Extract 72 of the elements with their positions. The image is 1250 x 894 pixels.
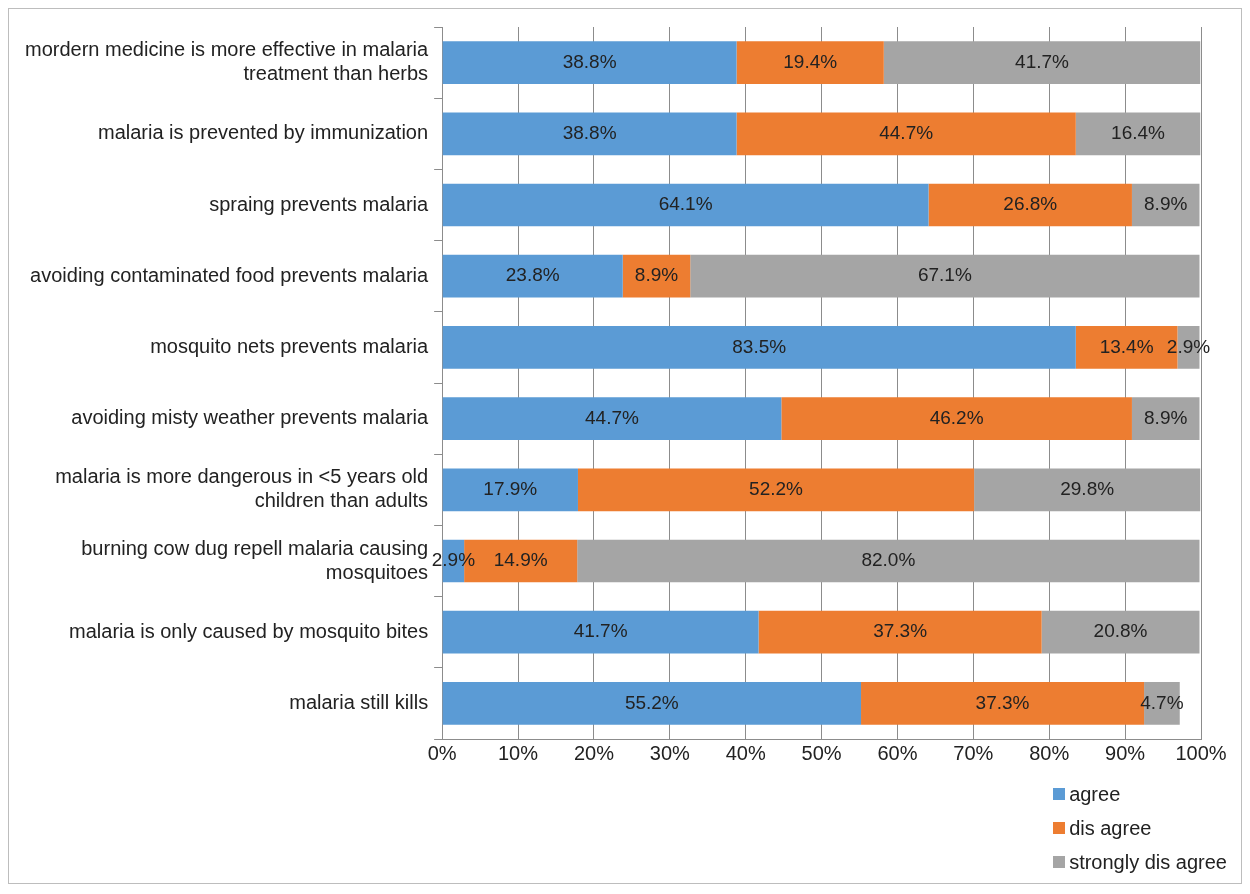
- data-label: 13.4%: [1099, 335, 1154, 357]
- data-label: 82.0%: [861, 549, 916, 571]
- data-label: 41.7%: [1015, 50, 1070, 72]
- bar: [577, 539, 1200, 583]
- legend-label: strongly dis agree: [1069, 850, 1227, 874]
- bar: [736, 112, 1076, 156]
- y-tick-label: avoiding contaminated food prevents malaria: [30, 263, 429, 286]
- x-tick-label: 70%: [953, 741, 994, 764]
- data-label: 38.8%: [562, 50, 617, 72]
- x-tick-label: 60%: [877, 741, 918, 764]
- data-label: 16.4%: [1111, 122, 1166, 144]
- x-tick-label: 100%: [1175, 741, 1227, 764]
- data-label: 23.8%: [505, 264, 560, 286]
- y-tick-label: malaria still kills: [289, 690, 429, 713]
- x-tick-label: 80%: [1029, 741, 1070, 764]
- y-tick-label: malaria is prevented by immunization: [97, 121, 429, 144]
- data-label: 52.2%: [749, 478, 804, 500]
- data-label: 46.2%: [929, 406, 984, 428]
- data-label: 44.7%: [879, 122, 934, 144]
- x-tick-label: 10%: [498, 741, 539, 764]
- bar: [928, 183, 1132, 227]
- y-tick-label: mosquito nets prevents malaria: [150, 334, 429, 357]
- data-label: 37.3%: [873, 620, 928, 642]
- x-tick-label: 90%: [1105, 741, 1146, 764]
- bar: [974, 468, 1201, 512]
- bar: [442, 41, 737, 84]
- data-label: 8.9%: [1144, 406, 1188, 428]
- data-label: 29.8%: [1060, 478, 1115, 500]
- bar: [442, 468, 578, 512]
- data-label: 8.9%: [634, 264, 679, 286]
- bar: [442, 397, 782, 440]
- bar: [442, 112, 737, 156]
- data-label: 14.9%: [493, 549, 548, 571]
- data-label: 44.7%: [585, 406, 640, 428]
- legend-label: dis agree: [1069, 816, 1152, 840]
- bar: [442, 610, 759, 654]
- data-label: 64.1%: [658, 193, 713, 215]
- x-tick-label: 20%: [573, 741, 615, 764]
- bar: [736, 41, 884, 84]
- data-label: 17.9%: [483, 478, 538, 500]
- y-tick-label: mordern medicine is more effective in malaria treatment than herbs: [25, 38, 429, 85]
- bar: [442, 254, 623, 298]
- bar: [577, 468, 975, 512]
- bar: [883, 41, 1201, 84]
- y-tick-label: burning cow dug repell malaria causing mosquitoes: [81, 536, 429, 583]
- x-tick-label: 50%: [801, 741, 842, 764]
- bar: [442, 682, 862, 725]
- data-label: 55.2%: [624, 691, 679, 713]
- bar: [781, 397, 1132, 440]
- data-label: 41.7%: [573, 620, 628, 642]
- bar: [1075, 112, 1201, 156]
- bar: [758, 610, 1042, 654]
- data-label: 26.8%: [1003, 193, 1058, 215]
- x-tick-label: 30%: [649, 741, 691, 764]
- bar: [442, 183, 929, 227]
- data-label: 37.3%: [975, 691, 1030, 713]
- data-label: 83.5%: [732, 335, 787, 357]
- y-tick-label: malaria is more dangerous in <5 years old children than adults: [55, 465, 429, 512]
- legend-label: agree: [1069, 782, 1121, 806]
- y-tick-label: spraing prevents malaria: [209, 192, 429, 215]
- bar: [442, 326, 1076, 369]
- x-tick-label: 0%: [427, 741, 457, 764]
- data-label: 38.8%: [562, 122, 617, 144]
- y-tick-label: malaria is only caused by mosquito bites: [69, 619, 429, 642]
- data-label: 67.1%: [917, 264, 972, 286]
- data-label: 20.8%: [1093, 620, 1148, 642]
- y-tick-label: avoiding misty weather prevents malaria: [71, 406, 429, 429]
- bar: [690, 254, 1200, 298]
- bar: [1041, 610, 1200, 654]
- x-tick-label: 40%: [725, 741, 766, 764]
- data-label: 8.9%: [1144, 193, 1188, 215]
- data-label: 19.4%: [783, 50, 838, 72]
